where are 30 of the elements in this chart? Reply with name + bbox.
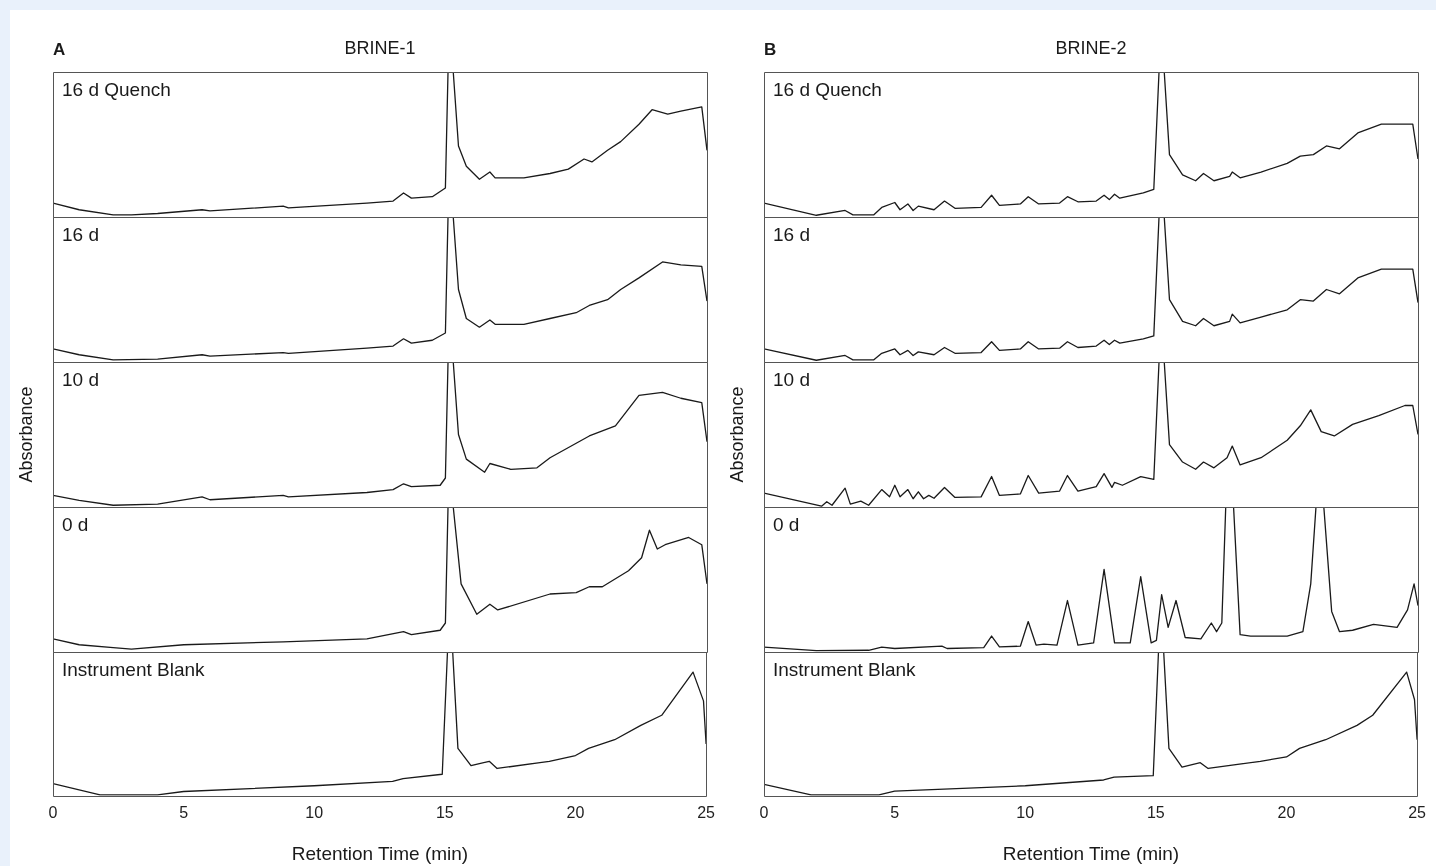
x-tick-label: 15 xyxy=(435,803,454,821)
y-axis-title: Absorbance xyxy=(15,384,37,485)
chart-title: BRINE-2 xyxy=(1055,38,1127,58)
annotation: Instrument Blank xyxy=(773,659,916,681)
annotation: 16 d Quench xyxy=(62,79,171,101)
x-tick-label: 10 xyxy=(305,803,324,821)
annotation: 0 d xyxy=(773,514,800,536)
text: B xyxy=(764,40,777,60)
annotation: 10 d xyxy=(62,369,99,391)
x-axis-title: Retention Time (min) xyxy=(290,843,470,865)
annotation: 10 d xyxy=(773,369,810,391)
chart-title: BRINE-1 xyxy=(344,38,416,58)
annotation: Instrument Blank xyxy=(62,659,205,681)
text: A xyxy=(53,40,66,60)
x-tick-label: 20 xyxy=(566,803,585,821)
x-tick-label: 25 xyxy=(1408,803,1427,821)
x-tick-label: 0 xyxy=(759,803,769,821)
x-tick-label: 15 xyxy=(1146,803,1165,821)
x-tick-label: 0 xyxy=(48,803,58,821)
y-axis-title: Absorbance xyxy=(726,384,748,485)
x-tick-label: 25 xyxy=(697,803,716,821)
annotation: 16 d xyxy=(62,224,99,246)
x-tick-label: 10 xyxy=(1016,803,1035,821)
annotation: 16 d Quench xyxy=(773,79,882,101)
x-tick-label: 5 xyxy=(179,803,189,821)
x-tick-label: 5 xyxy=(890,803,900,821)
annotation: 16 d xyxy=(773,224,810,246)
x-tick-label: 20 xyxy=(1277,803,1296,821)
annotation: 0 d xyxy=(62,514,89,536)
x-axis-title: Retention Time (min) xyxy=(1001,843,1181,865)
